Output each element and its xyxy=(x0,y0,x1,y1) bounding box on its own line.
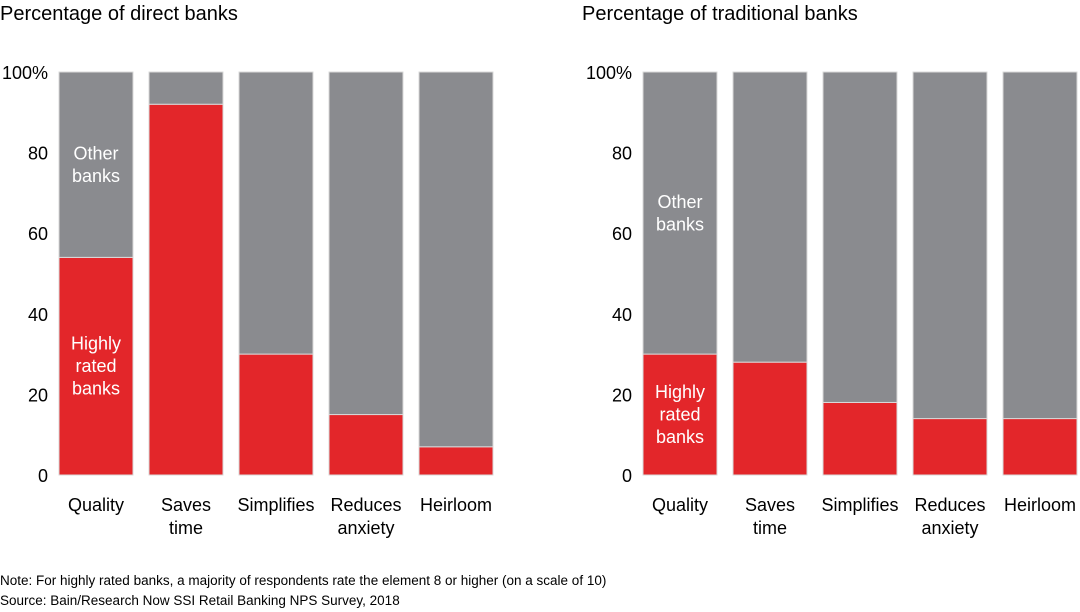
bar-highly-rated xyxy=(58,256,134,476)
x-tick-label: Simplifies xyxy=(237,495,314,515)
y-tick-label: 60 xyxy=(28,224,48,244)
series-label: Other xyxy=(657,192,702,212)
series-label: rated xyxy=(75,356,116,376)
bar-highly-rated xyxy=(148,103,224,476)
bar-highly-rated xyxy=(732,361,808,476)
series-label: rated xyxy=(659,405,700,425)
x-tick-label: Heirloom xyxy=(1004,495,1076,515)
x-tick-label: Reduces xyxy=(914,495,985,515)
bar-other-banks xyxy=(642,71,718,355)
bar-other-banks xyxy=(732,71,808,363)
bar-other-banks xyxy=(148,71,224,105)
bar-highly-rated xyxy=(328,414,404,476)
series-label: banks xyxy=(656,214,704,234)
x-tick-label: Reduces xyxy=(330,495,401,515)
bar-highly-rated xyxy=(238,353,314,476)
bar-other-banks xyxy=(58,71,134,258)
bar-other-banks xyxy=(418,71,494,448)
bar-highly-rated xyxy=(642,353,718,476)
y-tick-label: 20 xyxy=(28,385,48,405)
x-tick-label: Saves xyxy=(745,495,795,515)
bar-other-banks xyxy=(822,71,898,403)
x-tick-label: Quality xyxy=(652,495,708,515)
x-tick-label: time xyxy=(753,518,787,538)
series-label: Highly xyxy=(655,382,705,402)
y-tick-label: 100% xyxy=(2,63,48,83)
y-tick-label: 60 xyxy=(612,224,632,244)
footnote: Note: For highly rated banks, a majority… xyxy=(0,573,607,588)
series-label: banks xyxy=(72,166,120,186)
x-tick-label: anxiety xyxy=(337,518,394,538)
y-tick-label: 40 xyxy=(612,305,632,325)
chart-title: Percentage of direct banks xyxy=(0,3,238,25)
series-label: banks xyxy=(656,427,704,447)
y-tick-label: 80 xyxy=(612,144,632,164)
y-tick-label: 80 xyxy=(28,144,48,164)
bar-other-banks xyxy=(1002,71,1078,420)
bar-highly-rated xyxy=(418,446,494,476)
y-tick-label: 0 xyxy=(622,466,632,486)
x-tick-label: anxiety xyxy=(921,518,978,538)
series-label: banks xyxy=(72,379,120,399)
y-tick-label: 20 xyxy=(612,385,632,405)
series-label: Other xyxy=(73,143,118,163)
source-note: Source: Bain/Research Now SSI Retail Ban… xyxy=(0,593,400,608)
bar-other-banks xyxy=(328,71,404,416)
series-label: Highly xyxy=(71,334,121,354)
x-tick-label: time xyxy=(169,518,203,538)
x-tick-label: Simplifies xyxy=(821,495,898,515)
x-tick-label: Quality xyxy=(68,495,124,515)
y-tick-label: 40 xyxy=(28,305,48,325)
bar-highly-rated xyxy=(822,401,898,476)
x-tick-label: Saves xyxy=(161,495,211,515)
y-tick-label: 100% xyxy=(586,63,632,83)
chart-title: Percentage of traditional banks xyxy=(582,3,858,25)
bar-other-banks xyxy=(912,71,988,420)
x-tick-label: Heirloom xyxy=(420,495,492,515)
bar-other-banks xyxy=(238,71,314,355)
y-tick-label: 0 xyxy=(38,466,48,486)
bar-highly-rated xyxy=(1002,418,1078,476)
bar-highly-rated xyxy=(912,418,988,476)
